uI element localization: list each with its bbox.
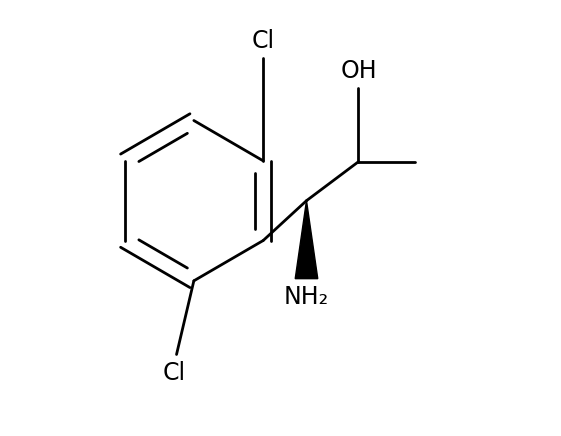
Text: Cl: Cl: [163, 361, 186, 385]
Text: NH₂: NH₂: [284, 285, 329, 309]
Text: Cl: Cl: [252, 28, 275, 52]
Text: OH: OH: [340, 59, 377, 83]
Polygon shape: [295, 201, 318, 279]
